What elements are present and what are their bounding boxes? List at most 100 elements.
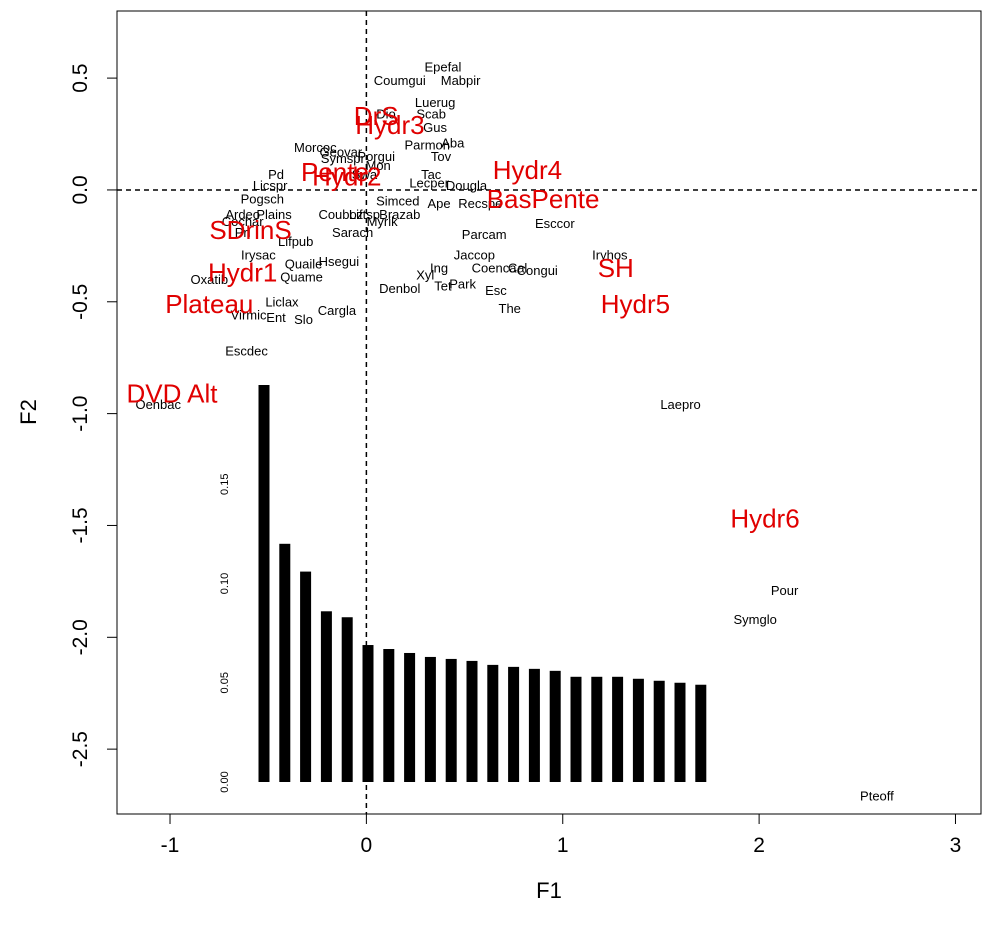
inset-y-tick-label: 0.10 [219,573,231,594]
species-label: Hsegui [319,254,360,269]
variable-label: SDrinS [209,215,291,245]
species-label: Liclax [265,294,299,309]
species-label: Sarach [332,225,373,240]
eigenvalue-inset-chart: 0.00 0.05 0.10 0.15 [219,385,707,793]
variable-label: BasPente [487,184,600,214]
species-label: Recspe [458,196,502,211]
eigenvalue-bar [300,571,312,782]
species-label: Esc [485,283,507,298]
eigenvalue-bar [653,680,665,782]
x-axis-label: F1 [536,878,562,903]
species-label: Epefal [425,59,462,74]
eigenvalue-bar [528,668,540,782]
species-label: Mon [366,158,391,173]
eigenvalue-bar [258,385,270,782]
species-label: Pri [235,225,251,240]
eigenvalue-bar [404,652,416,782]
species-label: Parcam [462,227,507,242]
species-label: Brazab [379,207,420,222]
eigenvalue-bar [549,670,561,782]
eigenvalue-bar [383,649,395,782]
species-label: Aba [441,135,465,150]
y-tick-label: -1.5 [69,507,92,543]
species-label: Oenbac [135,397,181,412]
species-label: Couboz [318,207,363,222]
eigenvalue-bar [424,656,436,782]
eigenvalue-bar [445,658,457,782]
species-label: Parmon [404,138,450,153]
x-tick-label: 0 [361,834,373,857]
species-label: Virmic [231,308,267,323]
variable-label: Hydr2 [312,162,381,192]
eigenvalue-bar [341,617,353,782]
species-label: Gus [423,120,447,135]
variable-label: Pente [301,157,369,187]
y-axis: 0.5 0.0 -0.5 -1.0 -1.5 -2.0 -2.5 [69,64,117,767]
species-label: Iryhos [592,247,628,262]
species-label: Lecper [409,176,449,191]
species-label: Congui [517,263,558,278]
variable-label: Plateau [165,289,253,319]
x-tick-label: 1 [557,834,569,857]
species-label: Porgui [357,149,395,164]
variable-label: DrS [354,101,399,131]
species-label: Liftsp [349,207,380,222]
species-label: Mabpir [441,73,481,88]
species-label: Xyl [416,267,434,282]
x-tick-label: 2 [753,834,765,857]
species-label: Plains [256,207,292,222]
species-label: Ing [430,261,448,276]
variable-label: Hydr6 [730,504,799,534]
species-label: Tet [434,279,452,294]
variable-label: SH [598,253,634,283]
inset-y-tick-label: 0.05 [219,672,231,693]
species-label: Luerug [415,95,455,110]
y-tick-label: -0.5 [69,284,92,320]
y-tick-label: 0.5 [69,64,92,93]
eigenvalue-bar [674,682,686,782]
species-label: Irysac [241,247,276,262]
species-label: Pour [771,583,799,598]
eigenvalue-bar [466,660,478,782]
variable-label: Hydr4 [493,155,562,185]
species-label: Lifpub [278,234,313,249]
species-label: Coenca [472,261,518,276]
species-label: Pd [268,167,284,182]
y-tick-label: -2.0 [69,619,92,655]
species-label: Escdec [225,343,268,358]
species-label: Tov [431,149,452,164]
species-label: Pteoff [860,789,894,804]
species-label: Dio [376,106,396,121]
y-axis-label: F2 [16,399,41,425]
eigenvalue-bar [591,676,603,782]
y-tick-label: -1.0 [69,396,92,432]
species-label: Park [449,276,476,291]
variable-label: Hydr1 [208,258,277,288]
species-label: Symglo [734,612,777,627]
variable-label: DVD Alt [126,378,218,408]
eigenvalue-bar [362,645,374,782]
species-label: Slo [294,312,313,327]
species-label: The [499,301,521,316]
species-label: Tac [421,167,442,182]
variable-label: Hydr5 [601,289,670,319]
species-label: Ardeo [225,207,260,222]
species-label: Dougla [446,178,488,193]
species-label: Licspr [253,178,288,193]
inset-y-tick-label: 0.00 [219,771,231,792]
y-tick-label: -2.5 [69,731,92,767]
x-tick-label: -1 [161,834,180,857]
species-label: Myrik [367,214,399,229]
eigenvalue-bar [279,543,291,782]
species-label: Simced [376,194,419,209]
eigenvalue-bar [570,676,582,782]
species-label: Esccor [535,216,575,231]
eigenvalue-bar [612,676,624,782]
species-label: Ape [427,196,450,211]
species-label: Geovar [320,144,363,159]
species-label: Pogsch [241,191,284,206]
eigenvalue-bar [632,678,644,782]
species-label: Swa [352,167,378,182]
